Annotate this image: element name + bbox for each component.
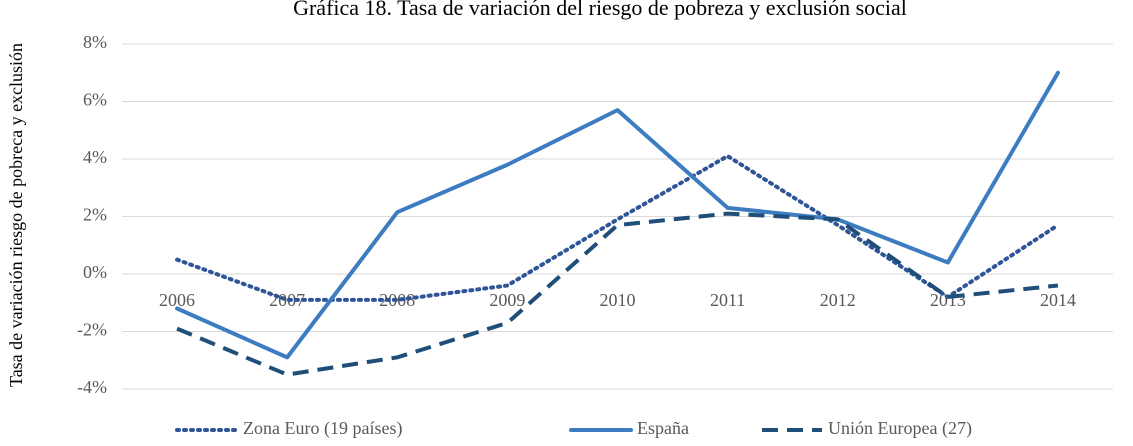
legend-label: España <box>637 418 689 438</box>
y-tick-label: 4% <box>83 147 107 167</box>
series-line <box>175 154 1060 302</box>
y-tick-label: -2% <box>77 320 107 340</box>
x-tick-label: 2012 <box>820 290 856 310</box>
legend-label: Unión Europea (27) <box>828 418 972 439</box>
y-tick-label: 6% <box>83 90 107 110</box>
chart-title: Gráfica 18. Tasa de variación del riesgo… <box>293 0 907 20</box>
series-line <box>175 70 1060 360</box>
legend-label: Zona Euro (19 países) <box>243 418 402 439</box>
x-tick-label: 2006 <box>159 290 195 310</box>
y-tick-label: 8% <box>83 32 107 52</box>
y-tick-label: 2% <box>83 205 107 225</box>
x-tick-label: 2010 <box>600 290 636 310</box>
y-axis-label: Tasa de variación riesgo de pobreca y ex… <box>6 43 26 387</box>
x-tick-label: 2011 <box>710 290 745 310</box>
x-tick-label: 2013 <box>930 290 966 310</box>
x-tick-label: 2009 <box>489 290 525 310</box>
y-tick-label: 0% <box>83 262 107 282</box>
y-tick-label: -4% <box>77 377 107 397</box>
series-line <box>176 211 1059 377</box>
x-tick-label: 2014 <box>1040 290 1076 310</box>
